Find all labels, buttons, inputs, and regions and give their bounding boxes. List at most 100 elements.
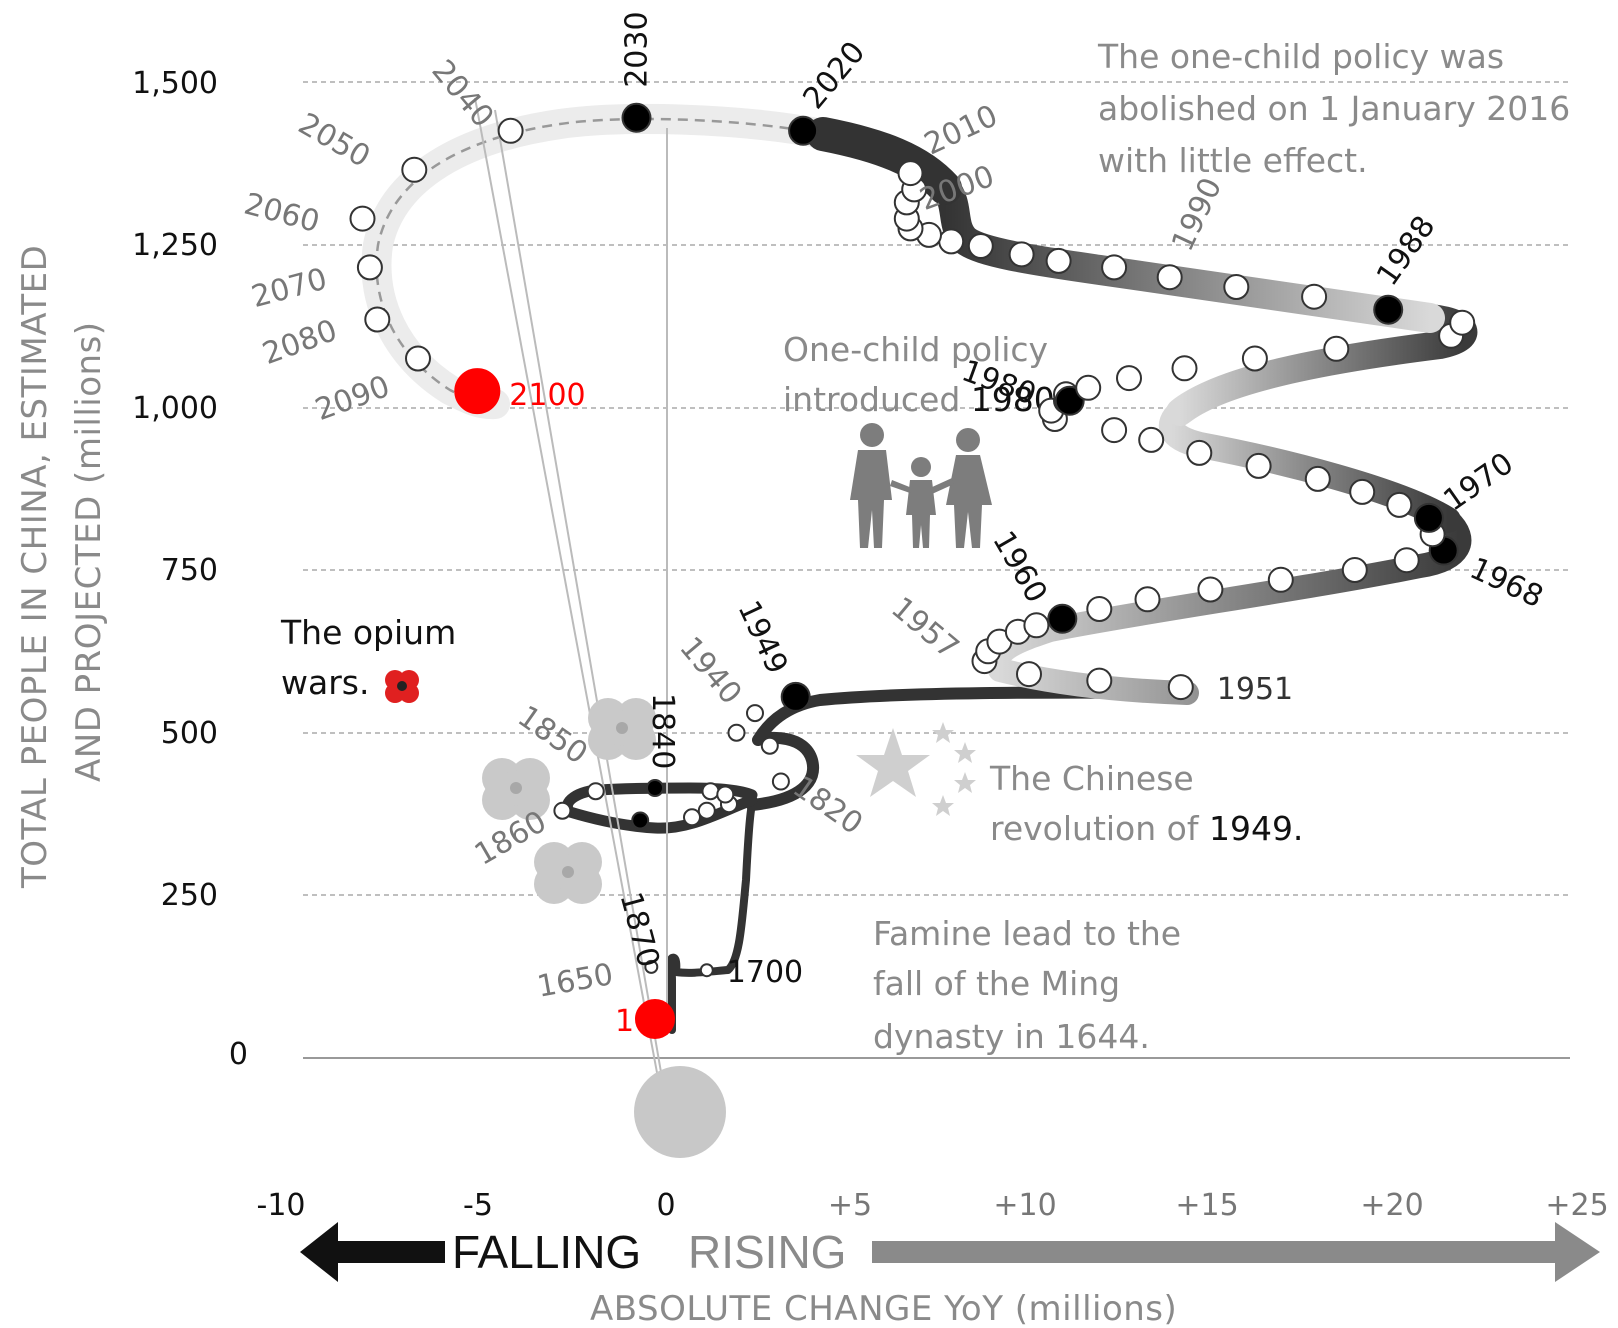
y-axis-title-line2: AND PROJECTED (millions) xyxy=(69,321,109,782)
data-point-1990 xyxy=(1156,264,1183,291)
data-point xyxy=(760,736,779,755)
year-label-2050: 2050 xyxy=(292,106,376,174)
data-point-1860 xyxy=(553,801,572,820)
year-label-1: 1 xyxy=(615,1004,634,1039)
year-label-1940: 1940 xyxy=(672,630,748,711)
data-point xyxy=(1016,661,1042,688)
rising-label: RISING xyxy=(688,1226,846,1278)
annotation-famine-line1: Famine lead to the xyxy=(873,914,1181,953)
data-point-2050 xyxy=(401,156,428,183)
year-label-1951: 1951 xyxy=(1217,672,1293,707)
data-point xyxy=(1386,491,1413,518)
x-tick-p25: +25 xyxy=(1545,1188,1608,1223)
x-tick-p5: +5 xyxy=(828,1188,872,1223)
year-label-1650: 1650 xyxy=(535,957,616,1005)
year-label-2090: 2090 xyxy=(311,369,395,428)
data-point xyxy=(1323,335,1350,362)
year-label-1840: 1840 xyxy=(645,693,680,769)
year-label-1957: 1957 xyxy=(884,590,965,666)
poppy-icon xyxy=(588,698,656,760)
data-point-2010 xyxy=(897,160,924,187)
data-point xyxy=(1008,241,1035,268)
year-label-2010: 2010 xyxy=(919,98,1003,162)
y-axis-title: TOTAL PEOPLE IN CHINA, ESTIMATED AND PRO… xyxy=(15,245,109,889)
y-tick-1500: 1,500 xyxy=(132,66,218,101)
annotation-opium-line1: The opium xyxy=(280,613,456,652)
annotation-opium-line2: wars. xyxy=(281,663,369,702)
data-point-2040 xyxy=(497,117,524,144)
year-label-2040: 2040 xyxy=(424,53,500,134)
year-label-2100: 2100 xyxy=(509,378,585,413)
annotation-famine-line2: fall of the Ming xyxy=(873,964,1120,1003)
year-label-2020: 2020 xyxy=(796,35,872,116)
data-point-1650 xyxy=(644,959,659,974)
data-point xyxy=(1045,247,1072,274)
x-tick-m5: -5 xyxy=(463,1188,493,1223)
x-tick-p20: +20 xyxy=(1360,1188,1423,1223)
data-point xyxy=(716,785,735,804)
data-points xyxy=(349,102,1476,1039)
data-point-2080 xyxy=(364,306,391,333)
data-point xyxy=(1301,283,1328,310)
x-tick-labels: -10 -5 0 +5 +10 +15 +20 +25 xyxy=(257,1188,1609,1223)
data-point-2090 xyxy=(405,345,431,372)
x-axis-title: ABSOLUTE CHANGE YoY (millions) xyxy=(590,1289,1177,1328)
data-point xyxy=(1186,439,1213,466)
data-point xyxy=(1116,365,1142,392)
year-label-2030: 2030 xyxy=(620,11,655,87)
data-point-1951 xyxy=(1167,674,1194,701)
year-label-1820: 1820 xyxy=(786,769,869,841)
data-point-2020 xyxy=(788,115,819,146)
y-tick-250: 250 xyxy=(161,878,218,913)
year-label-1970: 1970 xyxy=(1437,446,1520,518)
data-point-1820 xyxy=(771,772,790,791)
x-tick-p10: +10 xyxy=(993,1188,1056,1223)
origin-circle xyxy=(634,1066,726,1158)
poppy-icon xyxy=(534,842,602,904)
projection-dashes xyxy=(375,117,824,406)
data-point-1850 xyxy=(586,782,605,801)
annotation-intro-line1: One-child policy xyxy=(783,330,1048,369)
y-tick-1250: 1,250 xyxy=(132,228,218,263)
y-axis-title-line1: TOTAL PEOPLE IN CHINA, ESTIMATED xyxy=(15,245,55,889)
data-point xyxy=(1138,426,1165,453)
year-label-1870: 1870 xyxy=(612,889,666,972)
data-point xyxy=(746,704,764,723)
annotation-intro-gray: introduced xyxy=(783,380,971,419)
annotation-revolution-year: 1949. xyxy=(1209,809,1303,848)
year-label-1960: 1960 xyxy=(985,525,1053,609)
data-point-1940 xyxy=(727,723,746,742)
year-label-1968: 1968 xyxy=(1464,551,1548,615)
star-icon xyxy=(856,722,976,816)
data-point xyxy=(1341,557,1368,583)
data-point xyxy=(938,228,965,255)
year-label-1700: 1700 xyxy=(727,955,803,990)
data-point-1840 xyxy=(646,779,664,797)
year-label-1988: 1988 xyxy=(1370,210,1442,293)
data-point xyxy=(1245,452,1272,479)
reference-lines xyxy=(474,97,668,1079)
data-point-1870 xyxy=(631,811,650,830)
annotation-intro-line2: introduced 1980 xyxy=(783,380,1055,419)
poppy-icon xyxy=(482,758,550,820)
data-point-1970 xyxy=(1413,502,1444,533)
data-point xyxy=(1349,478,1376,505)
falling-arrow xyxy=(300,1222,445,1282)
data-point xyxy=(1241,345,1268,372)
x-tick-m10: -10 xyxy=(257,1188,306,1223)
data-point-2100 xyxy=(454,368,501,415)
data-point-1 xyxy=(635,999,675,1039)
data-point-1949 xyxy=(780,681,811,712)
data-point xyxy=(1393,547,1420,574)
y-tick-0: 0 xyxy=(229,1037,248,1072)
data-point xyxy=(1075,374,1102,401)
band-light xyxy=(361,103,838,420)
annotation-revolution-line1: The Chinese xyxy=(989,759,1194,798)
y-tick-1000: 1,000 xyxy=(132,391,218,426)
year-label-1949: 1949 xyxy=(730,595,794,679)
y-tick-labels: 1,500 1,250 1,000 750 500 250 0 xyxy=(132,66,248,1072)
data-point xyxy=(1197,576,1224,603)
data-point xyxy=(1267,566,1294,593)
data-point xyxy=(1086,667,1113,694)
